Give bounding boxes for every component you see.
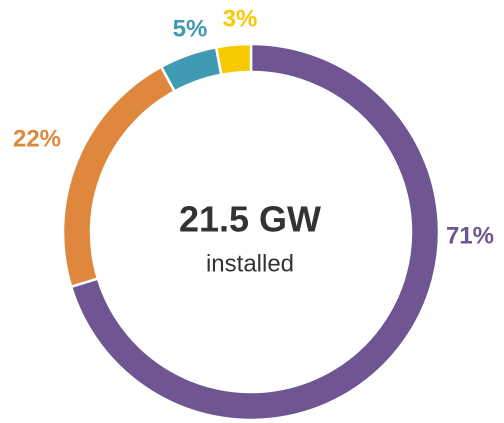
value-label: 22% bbox=[13, 125, 61, 152]
value-label: 3% bbox=[223, 5, 258, 32]
value-label: 5% bbox=[173, 15, 208, 42]
donut-segment bbox=[214, 42, 253, 77]
donut-segment bbox=[69, 42, 441, 422]
center-subtitle: installed bbox=[206, 250, 294, 277]
donut-segment bbox=[159, 45, 223, 94]
donut-segment bbox=[61, 65, 177, 289]
center-title: 21.5 GW bbox=[179, 199, 321, 240]
value-label: 71% bbox=[446, 222, 494, 249]
